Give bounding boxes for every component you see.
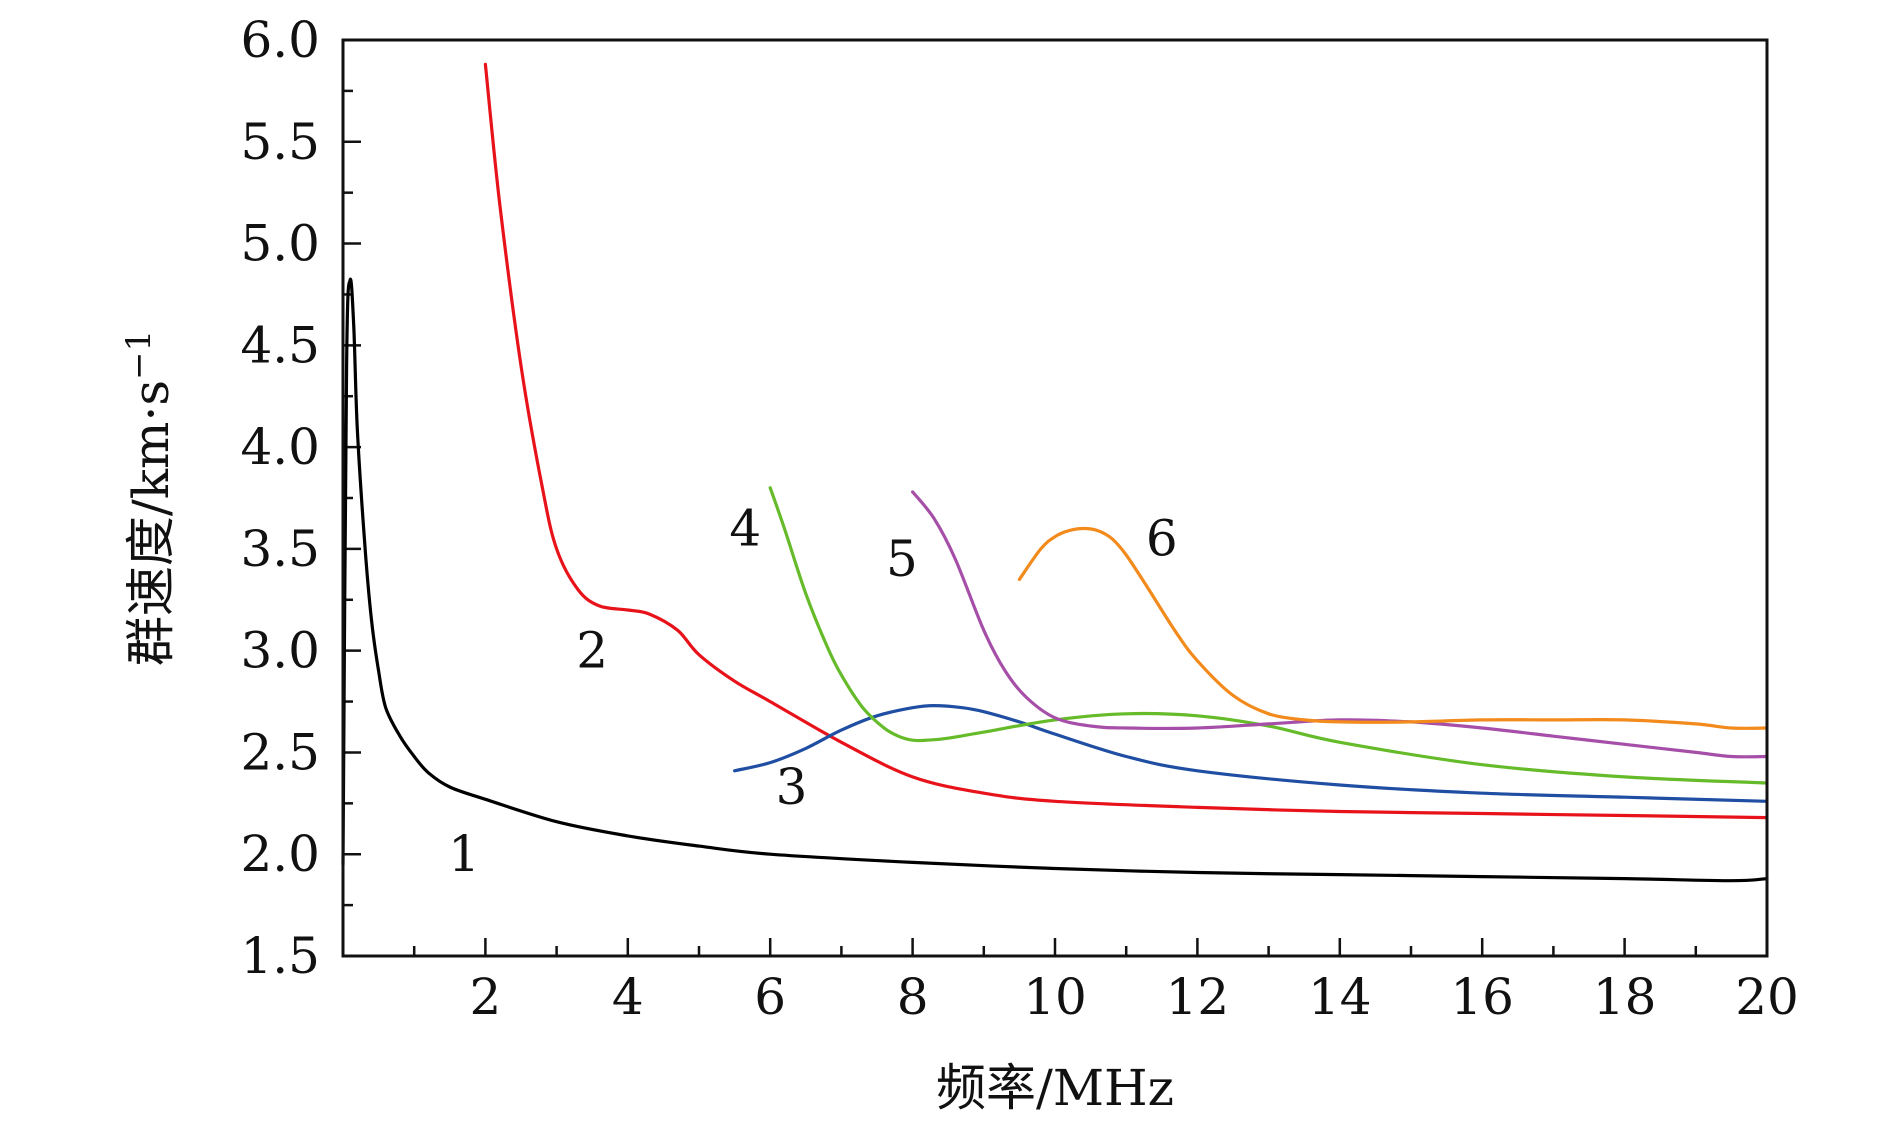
curve-1: [341, 277, 1769, 883]
x-tick-label: 20: [1735, 968, 1799, 1026]
curve-2: [483, 62, 1769, 820]
x-tick-label: 18: [1593, 968, 1657, 1026]
x-tick-label: 8: [897, 968, 929, 1026]
y-axis-label-text: 群速度/km·s: [122, 380, 180, 666]
plot-frame: [341, 38, 1769, 958]
curve-label-1: 1: [448, 825, 480, 883]
curve-4: [768, 486, 1769, 785]
curve-label-6: 6: [1146, 510, 1178, 568]
y-axis-label-exponent: −1: [119, 330, 159, 380]
curve-6: [1017, 526, 1769, 730]
labels-layer: 2 4 6 8 10 12 14 16 18 201.52.02.53.03.54.04.55.0…: [240, 11, 1798, 1026]
x-tick-label: 6: [754, 968, 786, 1026]
y-tick-label: 2.5: [240, 723, 320, 781]
curves-layer: [341, 62, 1769, 883]
curve-3: [733, 704, 1769, 803]
x-tick-label: 4: [612, 968, 644, 1026]
x-tick-label: 14: [1308, 968, 1372, 1026]
y-tick-label: 1.5: [240, 927, 320, 985]
x-tick-label: 2: [469, 968, 501, 1026]
y-tick-label: 4.5: [240, 316, 320, 374]
curve-label-3: 3: [776, 758, 808, 816]
y-tick-label: 5.0: [240, 215, 320, 273]
curve-label-2: 2: [576, 622, 608, 680]
y-axis-label: 群速度/km·s−1: [119, 330, 180, 666]
y-tick-label: 6.0: [240, 11, 320, 69]
ticks-layer: [343, 89, 1698, 956]
x-axis-label: 频率/MHz: [936, 1059, 1174, 1117]
curve-label-5: 5: [886, 530, 918, 588]
x-tick-label: 16: [1450, 968, 1514, 1026]
y-tick-label: 3.5: [240, 520, 320, 578]
y-tick-label: 4.0: [240, 418, 320, 476]
curve-5: [911, 490, 1769, 759]
curve-label-4: 4: [729, 500, 761, 558]
y-tick-label: 2.0: [240, 825, 320, 883]
y-tick-label: 5.5: [240, 113, 320, 171]
x-tick-label: 10: [1023, 968, 1087, 1026]
y-tick-label: 3.0: [240, 622, 320, 680]
x-tick-label: 12: [1166, 968, 1230, 1026]
